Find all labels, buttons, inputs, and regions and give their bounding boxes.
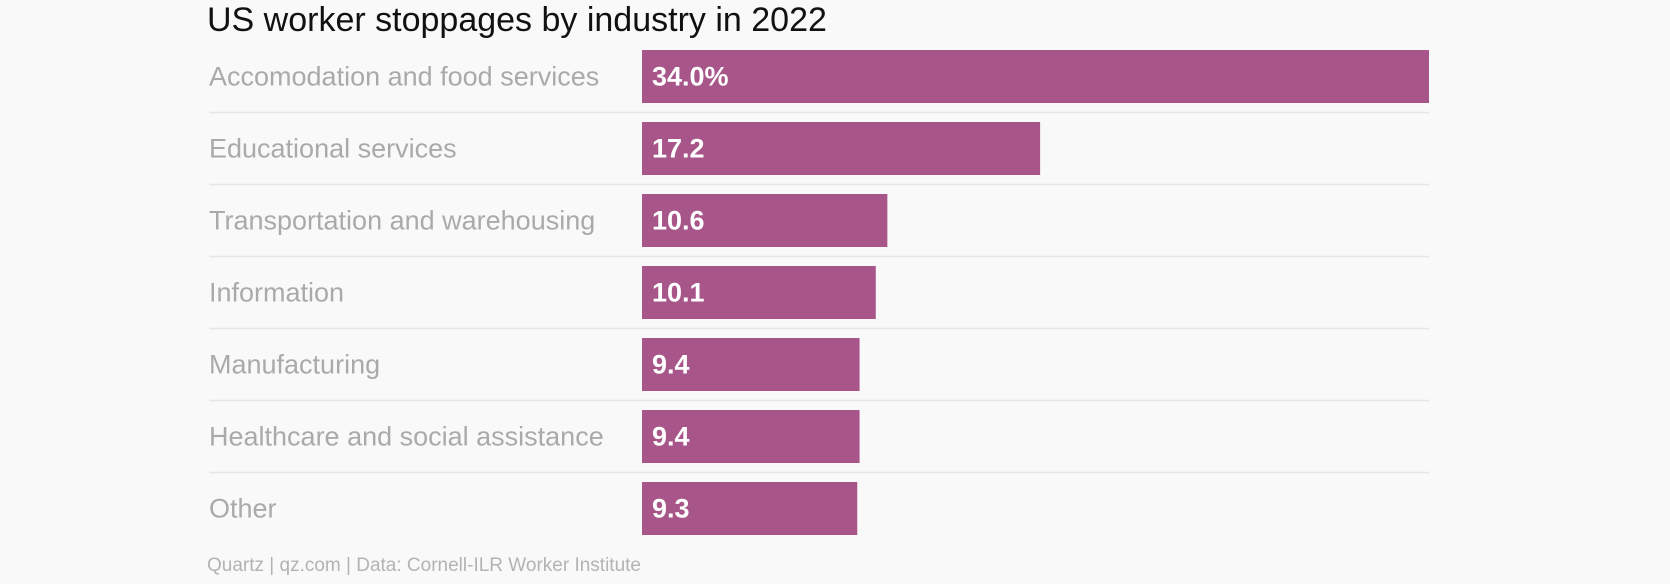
category-label: Information: [209, 278, 344, 308]
category-label: Transportation and warehousing: [209, 206, 595, 236]
category-label: Healthcare and social assistance: [209, 422, 604, 452]
source-footer: Quartz | qz.com | Data: Cornell-ILR Work…: [207, 555, 641, 576]
bars: [642, 50, 1429, 535]
bar: [642, 194, 888, 247]
value-label: 34.0%: [652, 62, 729, 92]
category-label: Educational services: [209, 134, 457, 164]
row-separators: [209, 111, 1429, 474]
category-label: Manufacturing: [209, 350, 380, 380]
bar: [642, 122, 1041, 175]
bar: [642, 266, 876, 319]
value-label: 9.4: [652, 350, 690, 380]
value-label: 9.4: [652, 422, 690, 452]
chart-title: US worker stoppages by industry in 2022: [207, 1, 827, 39]
bar: [642, 482, 858, 535]
value-label: 9.3: [652, 494, 690, 524]
value-label: 10.6: [652, 206, 705, 236]
category-labels: Accomodation and food services Educationa…: [209, 62, 604, 524]
bar: [642, 338, 860, 391]
category-label: Other: [209, 494, 277, 524]
category-label: Accomodation and food services: [209, 62, 599, 92]
bar: [642, 410, 860, 463]
value-label: 17.2: [652, 134, 705, 164]
value-labels: 34.0% 17.2 10.6 10.1 9.4 9.4 9.3: [652, 62, 729, 524]
bar: [642, 50, 1429, 103]
value-label: 10.1: [652, 278, 705, 308]
